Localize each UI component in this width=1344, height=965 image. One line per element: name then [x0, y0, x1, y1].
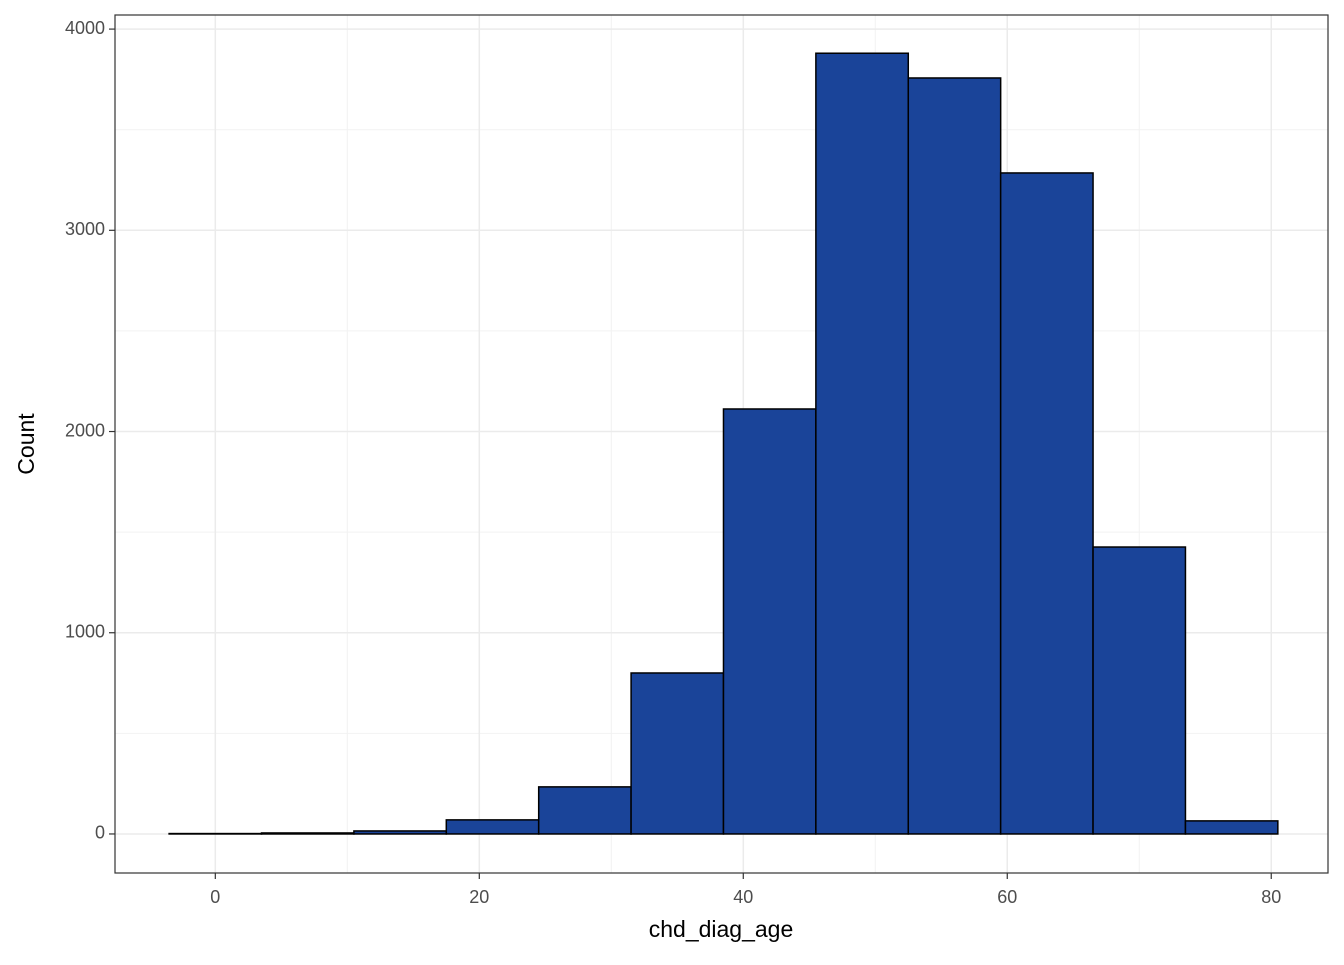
y-tick-label: 2000 — [65, 420, 105, 440]
y-tick-label: 1000 — [65, 621, 105, 641]
x-tick-label: 20 — [469, 887, 489, 907]
x-tick-label: 80 — [1261, 887, 1281, 907]
bar — [1185, 821, 1277, 834]
x-tick-label: 40 — [733, 887, 753, 907]
bar — [1093, 547, 1185, 834]
bar — [1001, 173, 1093, 834]
y-tick-label: 4000 — [65, 18, 105, 38]
bar — [539, 787, 631, 834]
y-axis-title: Count — [13, 413, 39, 475]
x-axis-title: chd_diag_age — [649, 916, 794, 942]
bar — [446, 820, 538, 834]
bar — [908, 78, 1000, 834]
bar — [354, 831, 446, 834]
bar — [816, 53, 908, 834]
y-tick-label: 0 — [95, 823, 105, 843]
bar — [631, 673, 723, 834]
bar — [723, 409, 815, 834]
y-tick-label: 3000 — [65, 219, 105, 239]
x-tick-label: 60 — [997, 887, 1017, 907]
bar — [262, 833, 354, 834]
x-tick-label: 0 — [210, 887, 220, 907]
